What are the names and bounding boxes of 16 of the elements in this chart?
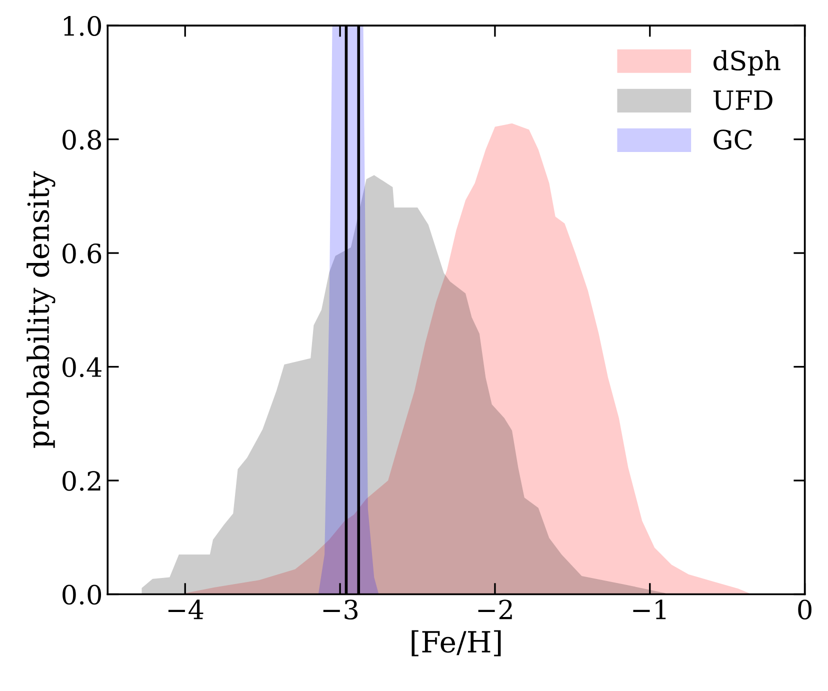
- legend-label: dSph: [714, 50, 780, 76]
- y-tick-label: 0.0: [62, 584, 102, 605]
- y-tick-label: 1.0: [64, 16, 102, 36]
- x-tick-label: 0: [798, 600, 812, 620]
- y-tick-label: 0.4: [62, 357, 102, 378]
- y-tick-label: 0.2: [62, 470, 100, 491]
- y-tick-label: 0.6: [62, 243, 102, 264]
- y-axis-title: probability density: [26, 171, 56, 448]
- x-tick-label: −2: [478, 600, 512, 620]
- legend-label: UFD: [713, 90, 772, 110]
- y-tick-label: 0.8: [62, 130, 102, 150]
- legend-label: GC: [714, 130, 752, 150]
- x-tick-label: −4: [168, 600, 204, 620]
- x-tick-label: −1: [633, 600, 666, 620]
- x-tick-label: −3: [323, 600, 358, 620]
- x-axis-title: [Fe/H]: [412, 630, 501, 656]
